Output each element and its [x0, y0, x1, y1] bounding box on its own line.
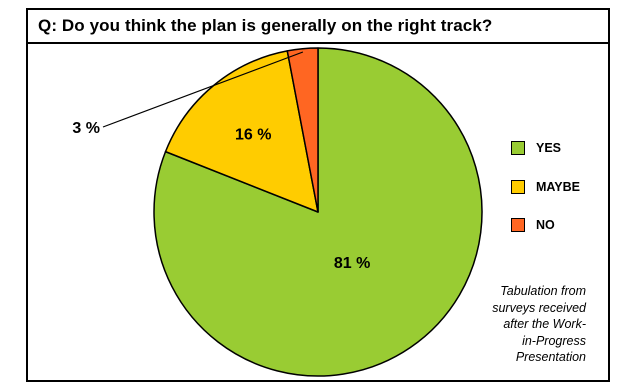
chart-title: Q: Do you think the plan is generally on… [38, 16, 493, 35]
leader-line-no [102, 51, 304, 128]
legend-swatch-maybe [511, 180, 525, 194]
legend-label-yes: YES [536, 141, 562, 155]
data-label-yes: 81 % [334, 255, 370, 272]
pie-slice-no [286, 47, 319, 213]
legend-item-maybe: MAYBE [511, 180, 580, 194]
legend-swatch-no [511, 218, 525, 232]
legend-label-no: NO [536, 218, 555, 232]
title-band: Q: Do you think the plan is generally on… [28, 10, 608, 44]
data-label-no: 3 % [72, 120, 100, 137]
data-label-maybe: 16 % [235, 127, 271, 144]
legend-label-maybe: MAYBE [536, 180, 580, 194]
legend-item-no: NO [511, 218, 555, 232]
legend-swatch-yes [511, 141, 525, 155]
legend-item-yes: YES [511, 141, 561, 155]
pie-slice-yes [153, 47, 483, 377]
tabulation-note: Tabulation from surveys received after t… [492, 284, 586, 364]
